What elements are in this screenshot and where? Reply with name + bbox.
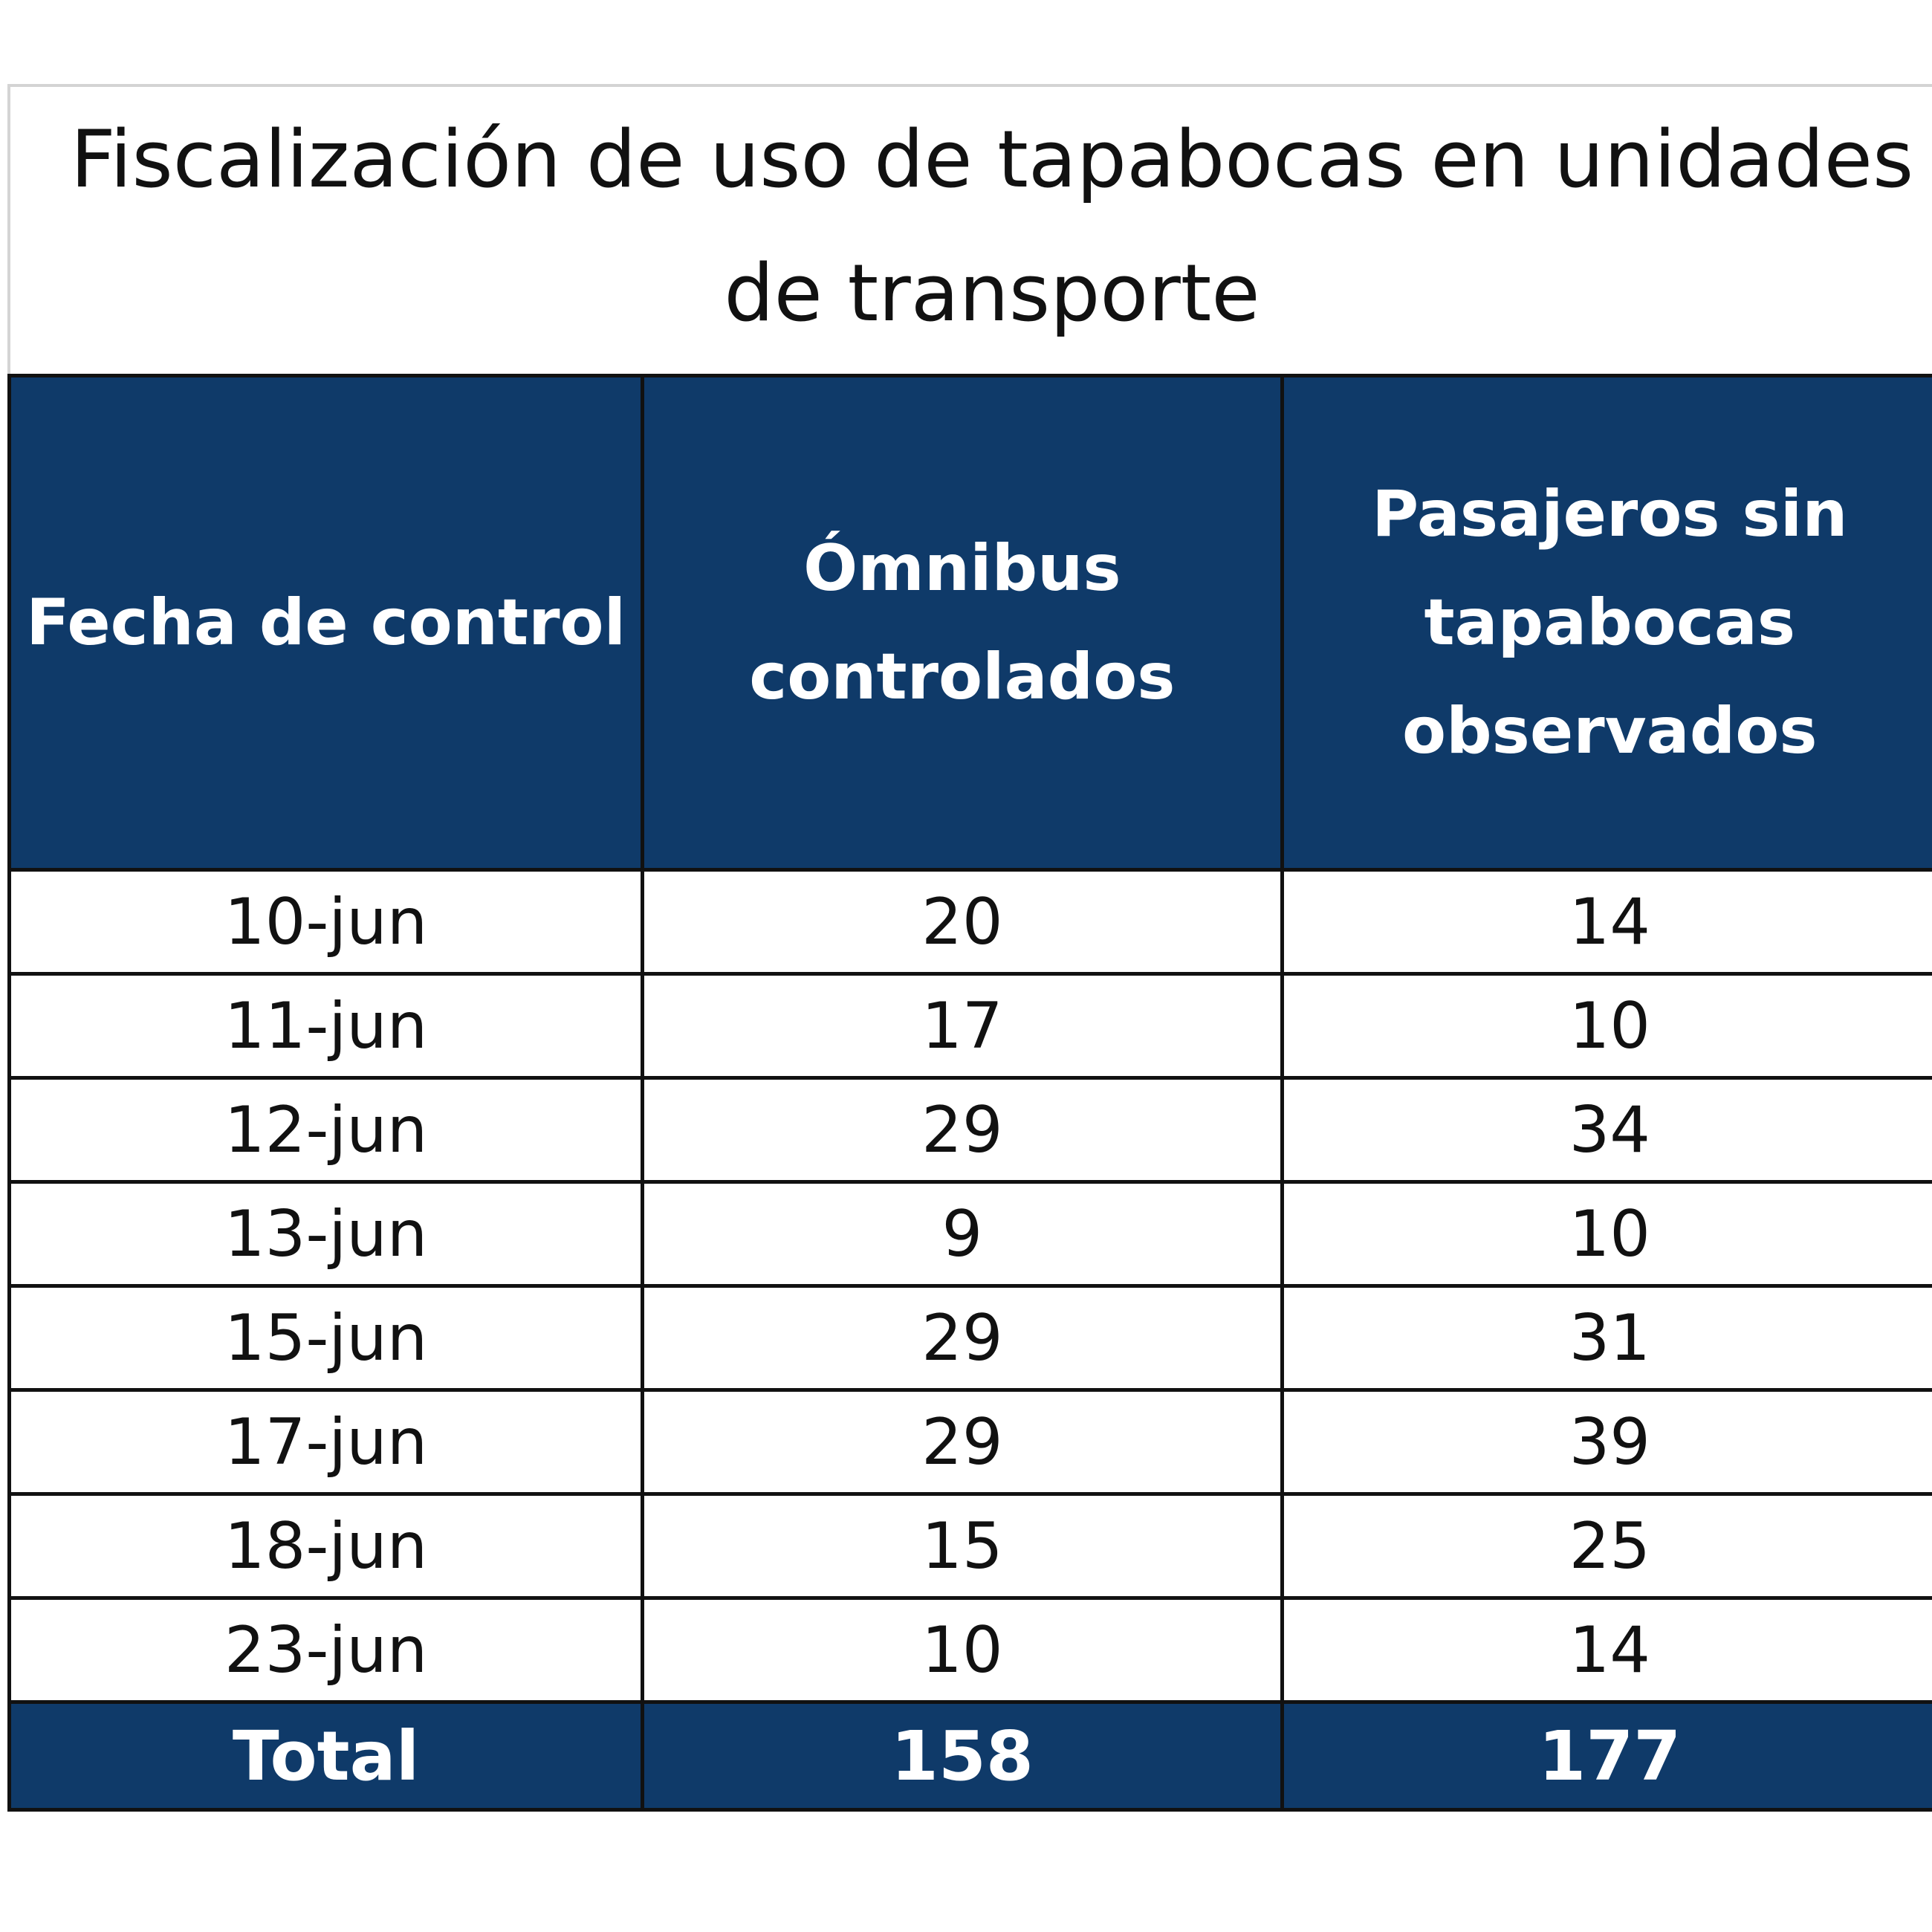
cell-fecha: 18-jun <box>7 1492 645 1600</box>
cell-fecha: 13-jun <box>7 1180 645 1288</box>
table-row: 11-jun 17 10 <box>7 972 1932 1080</box>
cell-pasajeros: 10 <box>1280 1180 1932 1288</box>
cell-omnibus: 29 <box>641 1076 1284 1184</box>
cell-omnibus: 9 <box>641 1180 1284 1288</box>
table-row: 23-jun 10 14 <box>7 1596 1932 1704</box>
table-row: 12-jun 29 34 <box>7 1076 1932 1184</box>
cell-pasajeros: 14 <box>1280 868 1932 976</box>
header-fecha: Fecha de control <box>7 374 645 872</box>
header-pasajeros-line-2: tapabocas <box>1424 586 1796 660</box>
data-table: Fecha de control Ómnibus controlados Pas… <box>7 374 1932 1812</box>
table-header: Fecha de control Ómnibus controlados Pas… <box>7 374 1932 872</box>
header-omnibus: Ómnibus controlados <box>641 374 1284 872</box>
header-pasajeros-line-3: observados <box>1402 694 1818 768</box>
table-row: 18-jun 15 25 <box>7 1492 1932 1600</box>
header-pasajeros-line-1: Pasajeros sin <box>1372 477 1848 551</box>
cell-fecha: 17-jun <box>7 1388 645 1496</box>
header-omnibus-line-1: Ómnibus <box>803 531 1121 606</box>
cell-fecha: 10-jun <box>7 868 645 976</box>
table-body: 10-jun 20 14 11-jun 17 10 12-jun 29 34 1… <box>7 868 1932 1704</box>
table-figure: Fiscalización de uso de tapabocas en uni… <box>7 84 1932 1860</box>
header-fecha-line-1: Fecha de control <box>26 586 626 660</box>
cell-omnibus: 29 <box>641 1284 1284 1392</box>
table-row: 15-jun 29 31 <box>7 1284 1932 1392</box>
cell-omnibus: 17 <box>641 972 1284 1080</box>
cell-fecha: 23-jun <box>7 1596 645 1704</box>
total-row: Total 158 177 <box>7 1700 1932 1812</box>
table-footer: Total 158 177 <box>7 1700 1932 1812</box>
table-title: Fiscalización de uso de tapabocas en uni… <box>7 84 1932 377</box>
table-title-line-2: de transporte <box>724 247 1260 339</box>
total-pasajeros: 177 <box>1280 1700 1932 1812</box>
total-omnibus: 158 <box>641 1700 1284 1812</box>
cell-omnibus: 20 <box>641 868 1284 976</box>
cell-pasajeros: 14 <box>1280 1596 1932 1704</box>
header-row: Fecha de control Ómnibus controlados Pas… <box>7 374 1932 872</box>
cell-fecha: 11-jun <box>7 972 645 1080</box>
table-row: 13-jun 9 10 <box>7 1180 1932 1288</box>
cell-fecha: 12-jun <box>7 1076 645 1184</box>
table-row: 10-jun 20 14 <box>7 868 1932 976</box>
cell-omnibus: 15 <box>641 1492 1284 1600</box>
cell-pasajeros: 39 <box>1280 1388 1932 1496</box>
header-omnibus-line-2: controlados <box>749 640 1176 714</box>
cell-pasajeros: 25 <box>1280 1492 1932 1600</box>
cell-fecha: 15-jun <box>7 1284 645 1392</box>
cell-omnibus: 10 <box>641 1596 1284 1704</box>
cell-pasajeros: 10 <box>1280 972 1932 1080</box>
table-row: 17-jun 29 39 <box>7 1388 1932 1496</box>
cell-pasajeros: 31 <box>1280 1284 1932 1392</box>
title-frame <box>7 84 1932 377</box>
cell-pasajeros: 34 <box>1280 1076 1932 1184</box>
total-label: Total <box>7 1700 645 1812</box>
header-pasajeros: Pasajeros sin tapabocas observados <box>1280 374 1932 872</box>
table-title-line-1: Fiscalización de uso de tapabocas en uni… <box>70 114 1914 205</box>
cell-omnibus: 29 <box>641 1388 1284 1496</box>
